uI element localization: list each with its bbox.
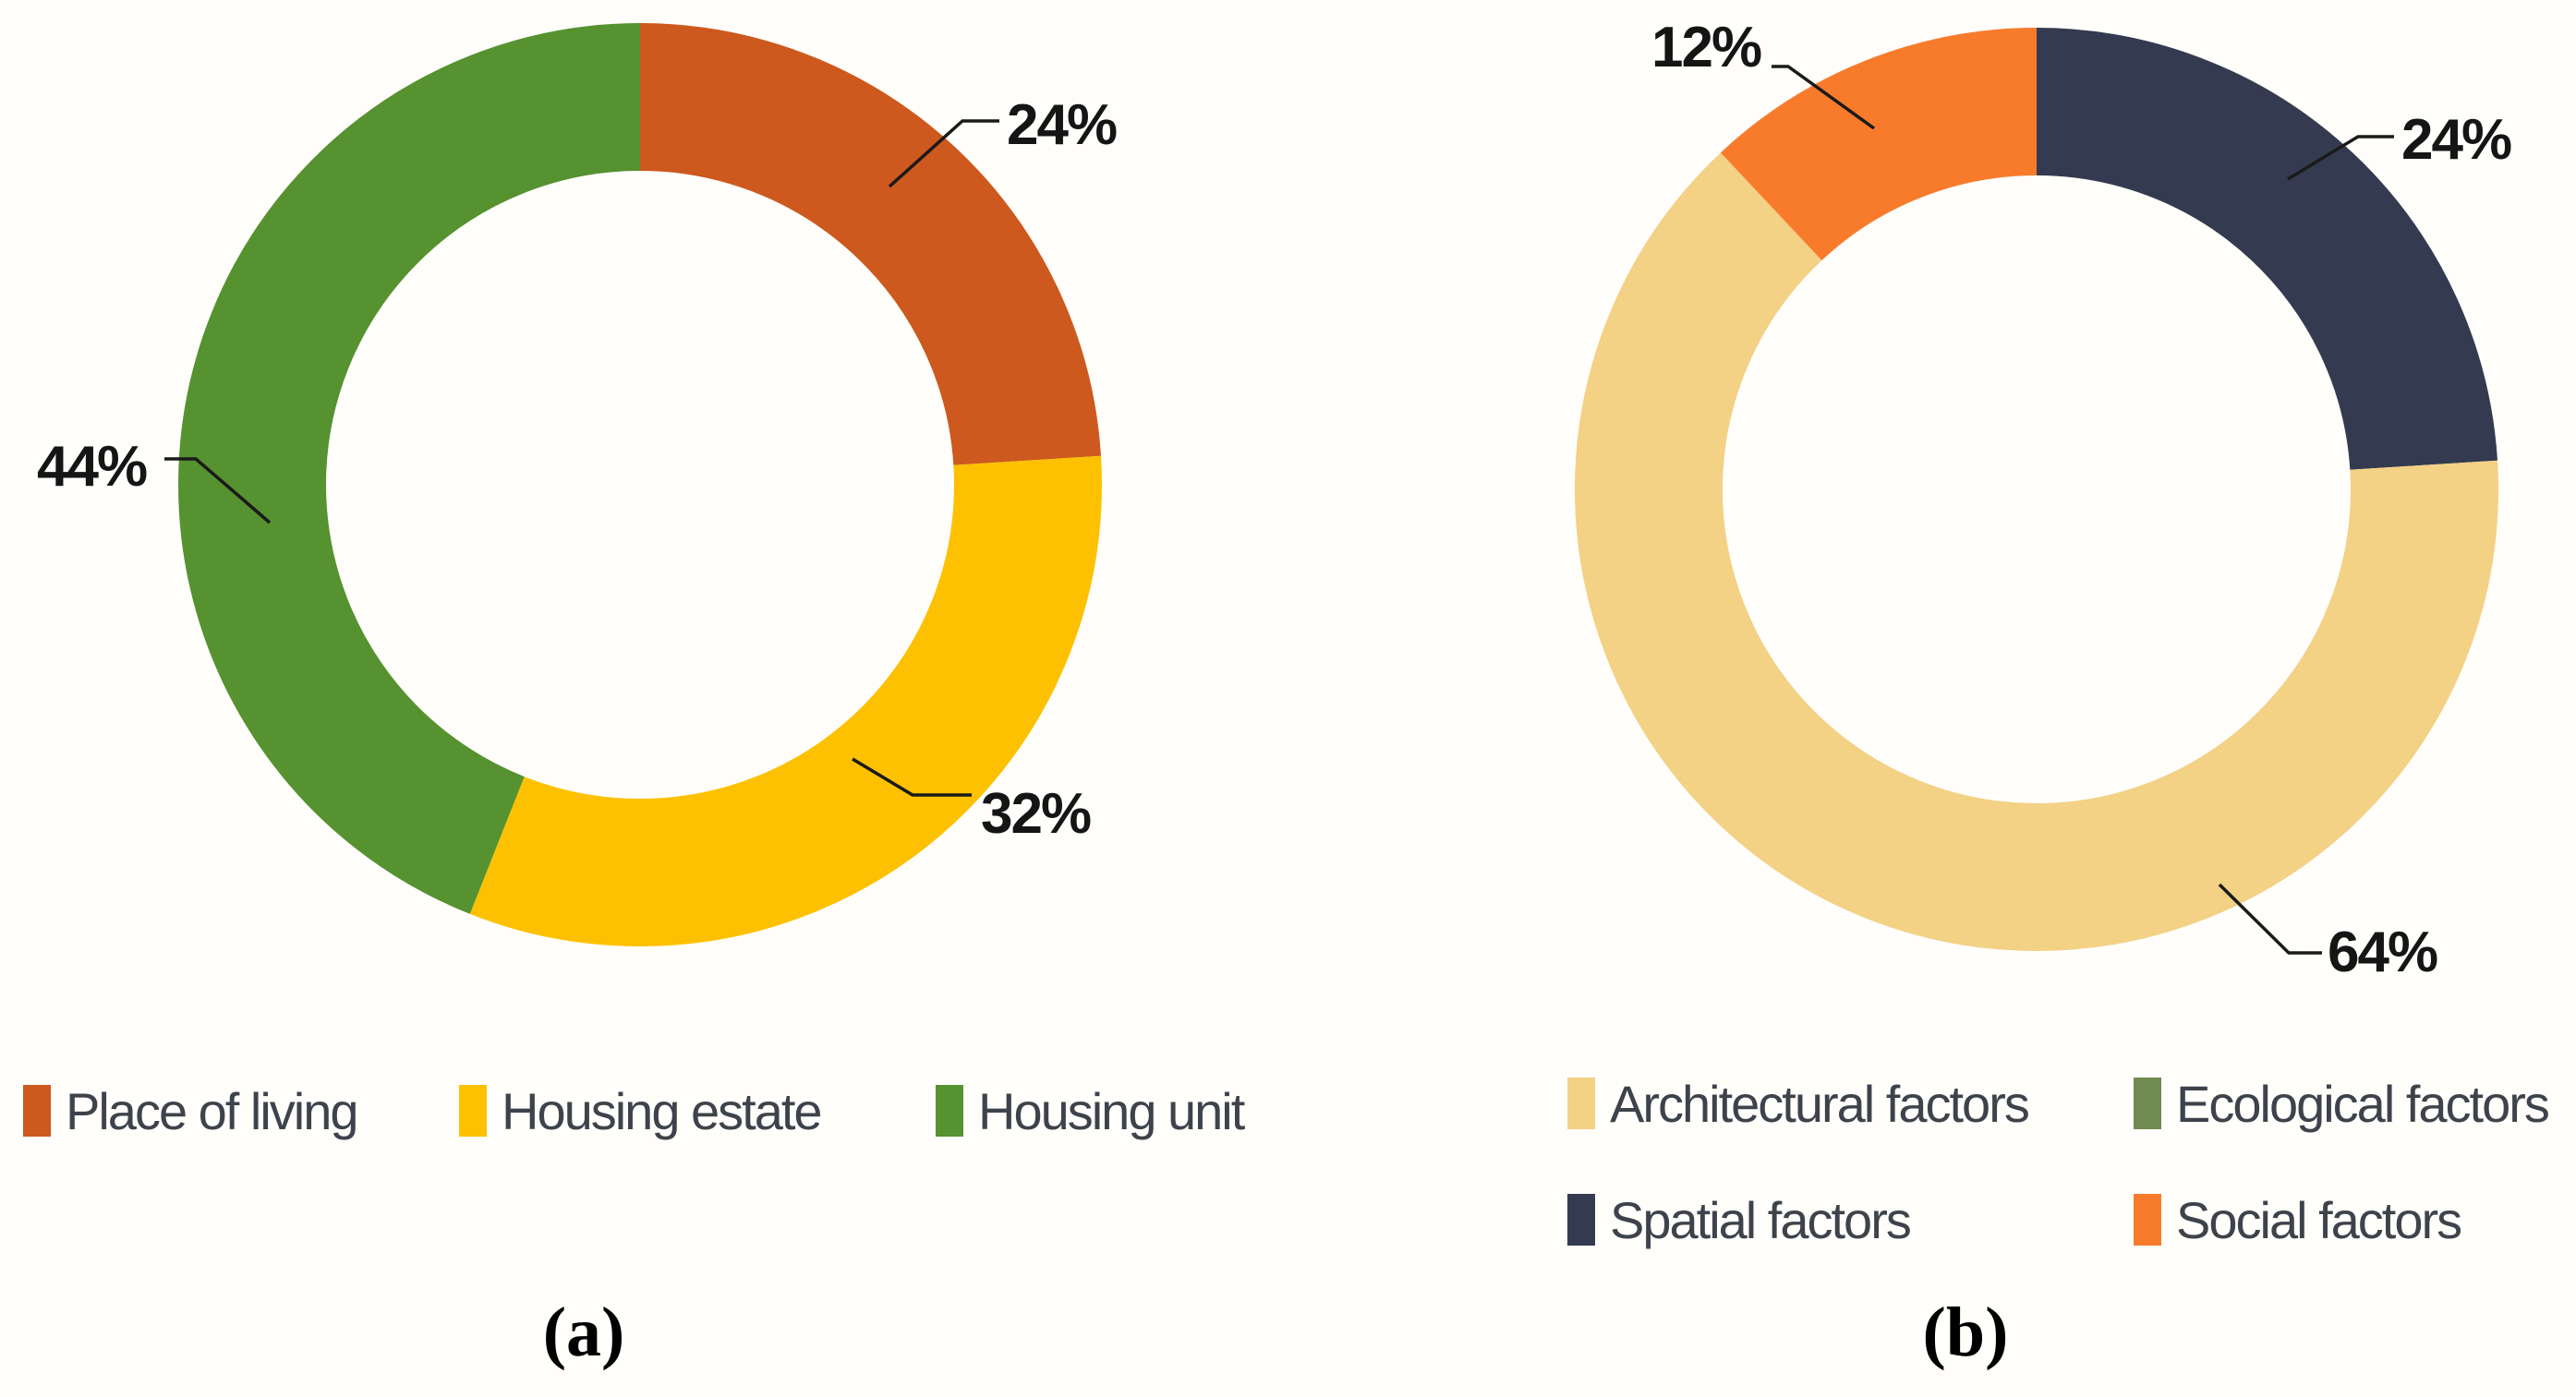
legend-item-ecological-factors: Ecological factors — [2134, 1071, 2550, 1136]
legend-item-spatial-factors: Spatial factors — [1567, 1187, 1912, 1252]
legend-item-social-factors: Social factors — [2134, 1187, 2462, 1252]
legend-swatch-social-factors — [2134, 1194, 2161, 1246]
panel-caption-b: (b) — [1922, 1294, 2009, 1371]
data-label-b-64: 64% — [2328, 921, 2438, 984]
panel-caption-a: (a) — [542, 1294, 625, 1371]
donut-chart-b: 24% 64% 12% — [1293, 0, 2576, 1016]
leader-line-b-12 — [1772, 65, 1876, 130]
legend-label-social-factors: Social factors — [2176, 1190, 2462, 1249]
donut-chart-a: 24% 32% 44% — [0, 0, 1293, 1016]
legend-label-housing-estate: Housing estate — [502, 1081, 823, 1140]
data-label-a-24: 24% — [1007, 93, 1118, 157]
legend-swatch-housing-estate — [459, 1085, 487, 1137]
legend-swatch-architectural-factors — [1567, 1078, 1595, 1129]
legend-label-architectural-factors: Architectural factors — [1610, 1074, 2030, 1133]
leader-line-a-32 — [852, 757, 972, 797]
legend-item-architectural-factors: Architectural factors — [1567, 1071, 2030, 1136]
leader-line-b-64 — [2218, 883, 2322, 955]
leader-line-a-44 — [164, 457, 272, 524]
donut-a-rings — [164, 23, 1102, 946]
legend-label-spatial-factors: Spatial factors — [1610, 1190, 1912, 1249]
legend-item-place-of-living: Place of living — [23, 1078, 359, 1143]
leader-line-a-24 — [888, 119, 999, 188]
donut-b-rings — [1575, 28, 2498, 955]
legend-swatch-housing-unit — [936, 1085, 963, 1137]
legend-label-housing-unit: Housing unit — [978, 1081, 1245, 1140]
data-label-a-32: 32% — [981, 782, 1092, 846]
segment-housing-estate — [178, 23, 1102, 946]
legend-label-place-of-living: Place of living — [66, 1081, 359, 1140]
legend-item-housing-unit: Housing unit — [936, 1078, 1245, 1143]
legend-label-ecological-factors: Ecological factors — [2176, 1074, 2550, 1133]
legend-swatch-spatial-factors — [1567, 1194, 1595, 1246]
legend-swatch-place-of-living — [23, 1085, 51, 1137]
segment-architectural-factors — [1575, 28, 2498, 951]
legend-swatch-ecological-factors — [2134, 1078, 2161, 1129]
legend-item-housing-estate: Housing estate — [459, 1078, 823, 1143]
data-label-a-44: 44% — [37, 435, 148, 499]
data-label-b-12: 12% — [1651, 16, 1762, 79]
segment-social-factors — [1575, 28, 2498, 951]
data-label-b-24: 24% — [2401, 108, 2512, 172]
leader-line-b-24 — [2287, 135, 2394, 181]
segment-housing-unit — [178, 23, 1102, 946]
